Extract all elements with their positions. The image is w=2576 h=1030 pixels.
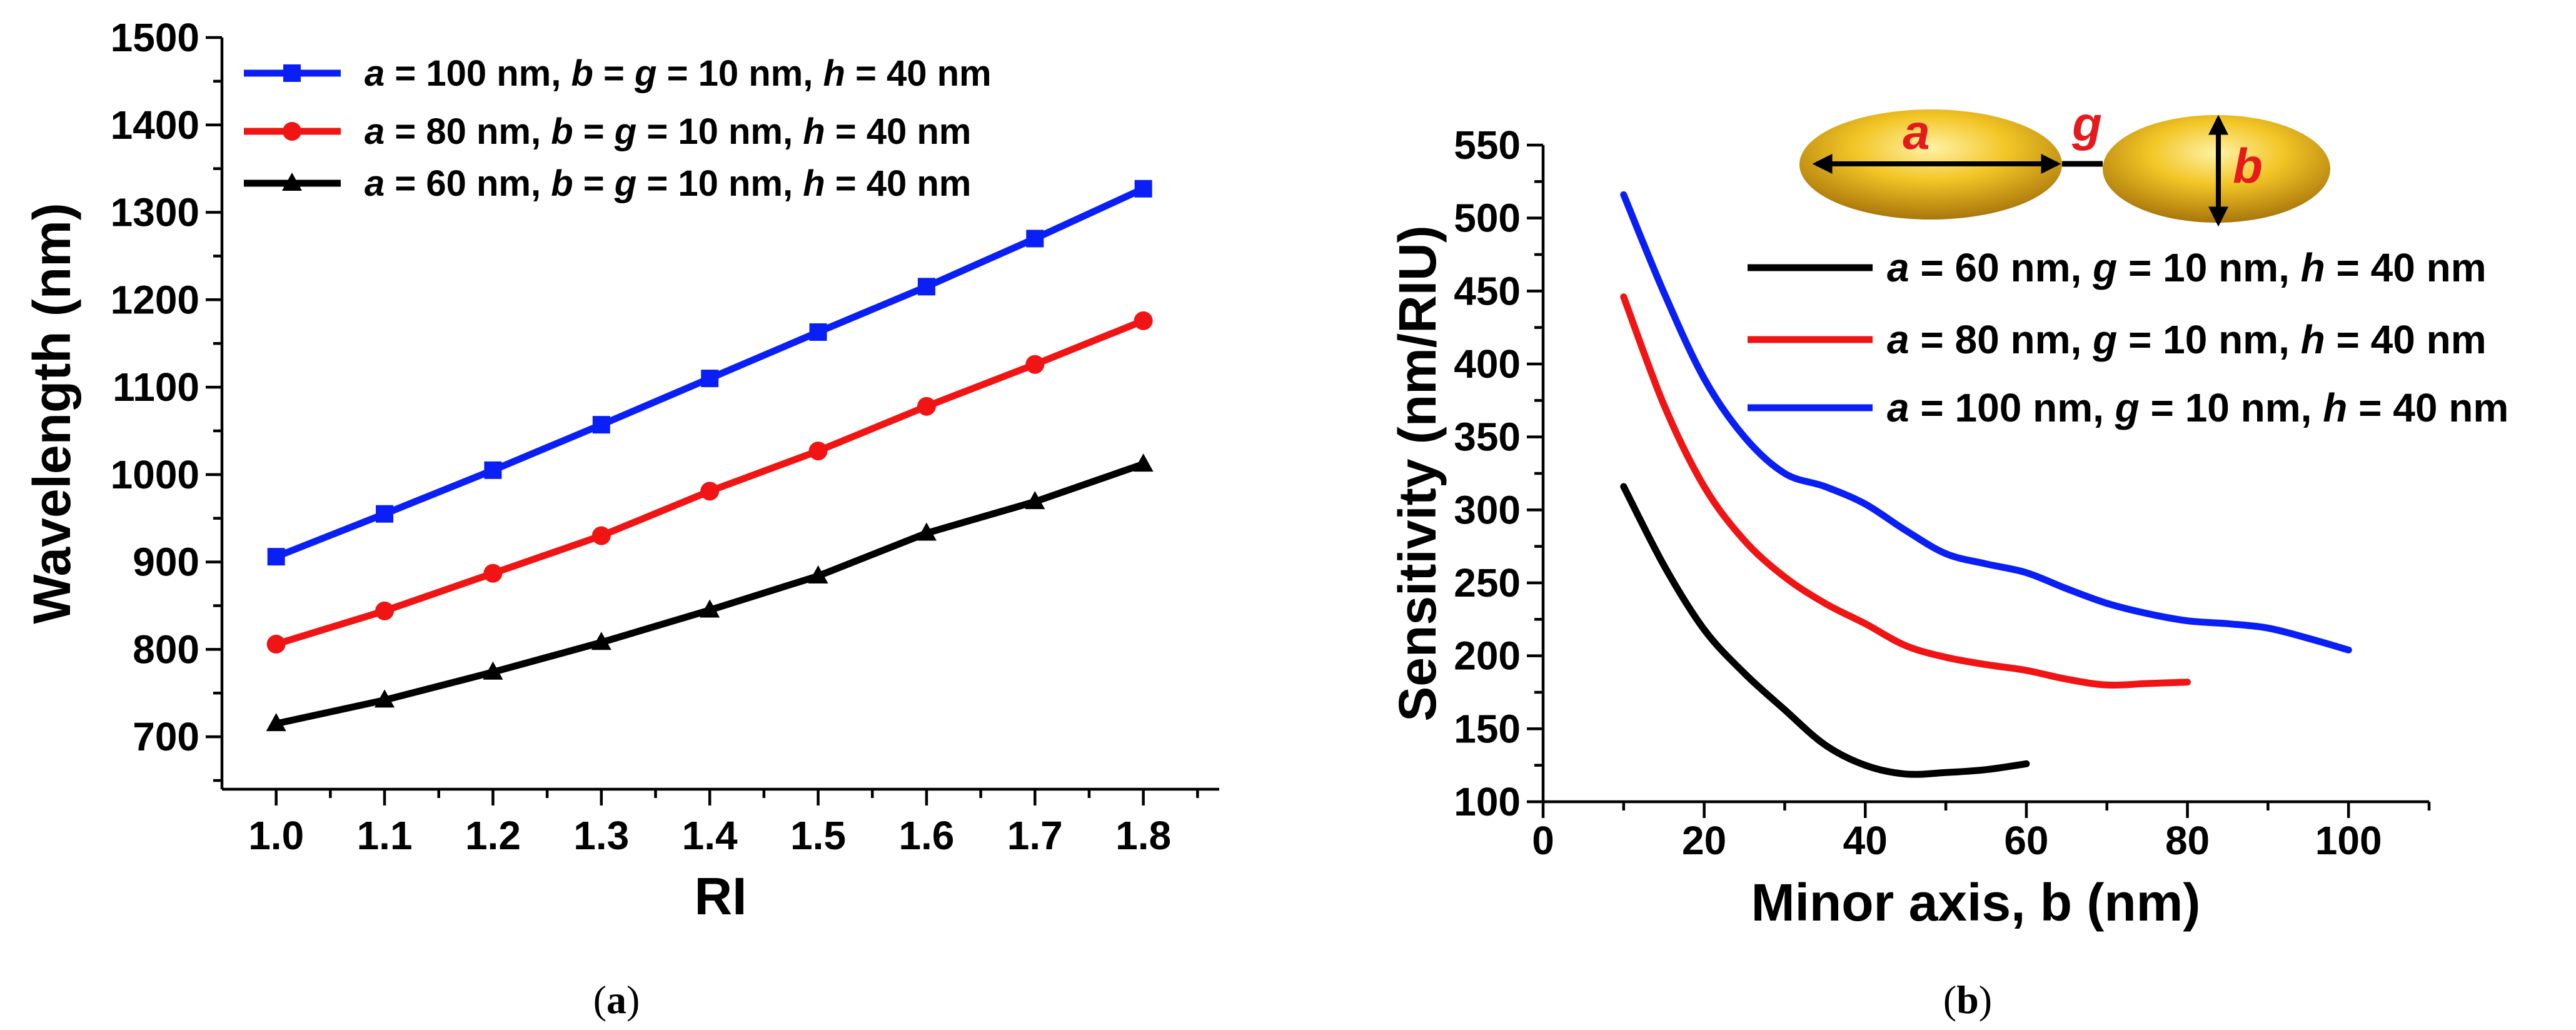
panel-a: 1.0 1.1 1.2 1.3 1.4 1.5 1.6 1.7 1.8 700 800 900 1000… <box>23 15 1219 926</box>
data-point <box>592 416 610 434</box>
data-point <box>1025 355 1045 374</box>
legend-label: a = 100 nm, b = g = 10 nm, h = 40 nm <box>365 53 992 94</box>
ellipsoid-dimer-diagram: a g b <box>1799 96 2330 227</box>
data-point <box>283 64 301 82</box>
y-axis-title: Wavelength (nm) <box>23 203 81 624</box>
x-tick-label: 1.7 <box>1007 813 1063 858</box>
y-tick-label: 100 <box>1454 779 1521 824</box>
data-point <box>701 370 719 388</box>
label-b: b <box>2233 138 2263 193</box>
data-point <box>483 661 503 680</box>
caption-a: (a) <box>593 977 640 1022</box>
x-tick-label: 80 <box>2165 818 2210 863</box>
y-tick-label: 1400 <box>111 103 199 148</box>
series-2 <box>266 311 1153 654</box>
y-axis-title: Sensitivity (nm/RIU) <box>1388 225 1447 721</box>
data-point <box>267 548 285 566</box>
data-point <box>591 526 611 545</box>
y-tick-label: 900 <box>133 540 199 585</box>
legend-b: a = 60 nm, g = 10 nm, h = 40 nm a = 80 nm… <box>1748 245 2508 430</box>
data-point <box>916 522 937 541</box>
y-tick-label: 450 <box>1454 268 1521 313</box>
y-tick-label: 300 <box>1454 487 1521 532</box>
data-point <box>282 173 302 191</box>
x-tick-label: 1.6 <box>898 813 954 858</box>
data-point <box>1134 311 1153 330</box>
y-tick-label: 1300 <box>111 190 199 235</box>
data-point <box>283 122 301 141</box>
x-tick-label: 1.1 <box>357 813 413 858</box>
legend-a: a = 100 nm, b = g = 10 nm, h = 40 nm a = … <box>244 53 992 204</box>
data-point <box>266 713 286 732</box>
x-tick-label: 60 <box>2004 818 2048 863</box>
data-point <box>376 505 394 523</box>
legend-label: a = 100 nm, g = 10 nm, h = 40 nm <box>1887 385 2508 430</box>
panel-b: 0 20 40 60 80 100 100 150 200 250 300 350 400 450 500 5… <box>1388 96 2508 932</box>
data-point <box>483 563 503 583</box>
x-tick-label: 100 <box>2315 818 2382 863</box>
data-point <box>808 565 828 583</box>
series-line-2 <box>1620 293 2191 689</box>
x-tick-label: 1.0 <box>248 813 304 858</box>
legend-label: a = 80 nm, b = g = 10 nm, h = 40 nm <box>365 111 971 152</box>
y-tick-label: 1100 <box>113 365 199 410</box>
data-point <box>1133 453 1154 472</box>
data-point <box>1134 179 1152 198</box>
x-tick-label: 40 <box>1843 818 1888 863</box>
x-tick-label: 1.8 <box>1115 813 1171 858</box>
caption-b: (b) <box>1943 977 1992 1022</box>
x-tick-label: 1.4 <box>682 813 738 858</box>
y-tick-label: 150 <box>1454 706 1521 751</box>
data-point <box>266 634 286 654</box>
data-point <box>484 461 502 479</box>
x-axis-title: RI <box>695 867 747 926</box>
y-tick-label: 550 <box>1454 123 1521 168</box>
y-tick-label: 800 <box>133 627 199 672</box>
y-tick-label: 1200 <box>111 277 199 322</box>
legend-label: a = 60 nm, b = g = 10 nm, h = 40 nm <box>365 163 971 204</box>
y-tick-label: 1000 <box>111 452 199 497</box>
series-3 <box>266 453 1154 732</box>
y-tick-label: 400 <box>1454 341 1521 386</box>
y-tick-label: 500 <box>1454 196 1521 241</box>
series-1 <box>267 179 1152 566</box>
data-point <box>809 323 827 341</box>
y-tick-label: 250 <box>1454 560 1521 605</box>
data-point <box>917 396 936 416</box>
label-g: g <box>2071 96 2102 151</box>
data-point <box>917 278 935 296</box>
data-point <box>591 632 611 650</box>
legend-label: a = 80 nm, g = 10 nm, h = 40 nm <box>1887 317 2487 362</box>
legend-label: a = 60 nm, g = 10 nm, h = 40 nm <box>1887 245 2487 290</box>
data-point <box>1026 230 1044 248</box>
data-point <box>375 601 395 620</box>
data-point <box>1025 491 1045 510</box>
y-tick-label: 350 <box>1454 415 1521 460</box>
x-tick-label: 1.5 <box>790 813 846 858</box>
label-a: a <box>1903 104 1929 159</box>
x-tick-label: 1.2 <box>465 813 521 858</box>
data-point <box>700 482 720 501</box>
x-tick-label: 20 <box>1682 818 1726 863</box>
data-point <box>808 442 828 461</box>
data-point <box>700 599 720 618</box>
series-line-1 <box>1620 483 2030 778</box>
y-tick-label: 1500 <box>111 15 199 60</box>
data-point <box>375 689 395 708</box>
y-tick-label: 700 <box>133 714 199 759</box>
x-tick-label: 0 <box>1532 818 1554 863</box>
y-tick-label: 200 <box>1454 634 1521 679</box>
x-axis-title: Minor axis, b (nm) <box>1751 873 2201 932</box>
x-tick-label: 1.3 <box>573 813 629 858</box>
series-line-3 <box>1620 191 2352 654</box>
